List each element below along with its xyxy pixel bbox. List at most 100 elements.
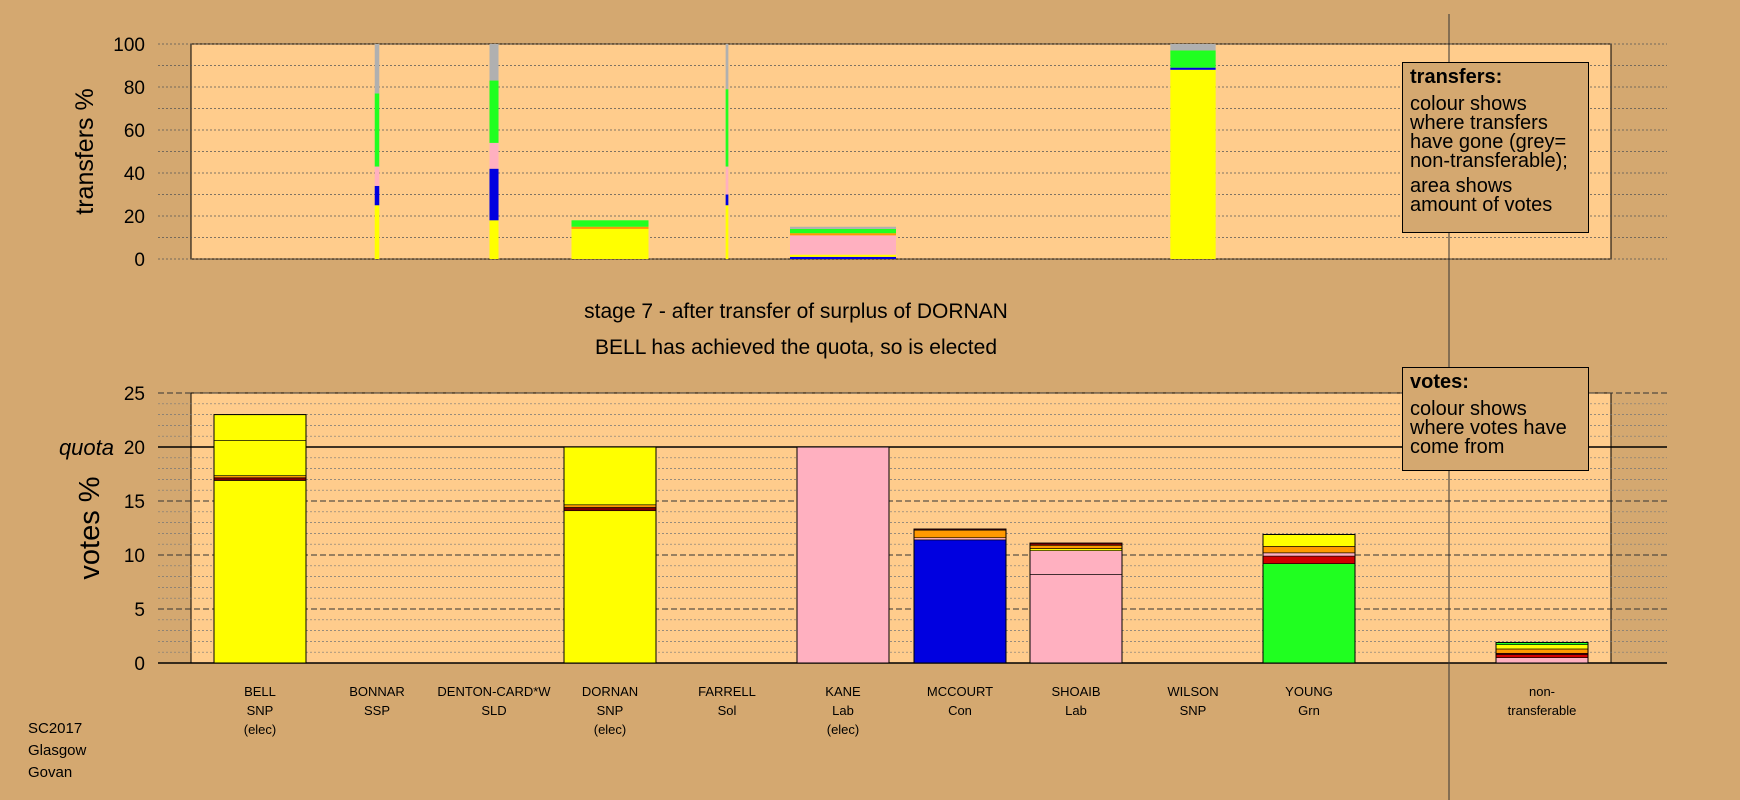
transfer-segment: [725, 205, 729, 259]
vote-segment: [213, 477, 307, 481]
candidate-name: YOUNG: [1285, 684, 1333, 699]
candidate-party: SSP: [364, 703, 390, 718]
votes-tick-label: 0: [134, 654, 145, 675]
vote-segment: [563, 446, 657, 506]
votes-panel: 0 5 10 15 20 25 quota BELL SNP (elec) BONNAR SSP DEN…: [59, 384, 1667, 737]
transfer-segment: [571, 226, 649, 229]
elected-caption: BELL has achieved the quota, so is elect…: [595, 336, 997, 359]
candidate-party: SNP: [1180, 703, 1207, 718]
candidate-name: BONNAR: [349, 684, 405, 699]
vote-segment: [796, 446, 890, 664]
votes-plot-area: [190, 392, 1612, 664]
transfer-segment: [1170, 67, 1216, 70]
stage-caption: stage 7 - after transfer of surplus of D…: [584, 300, 1008, 323]
vote-segment: [913, 529, 1007, 539]
candidate-name: WILSON: [1167, 684, 1218, 699]
transfers-tick-label: 60: [124, 121, 145, 142]
votes-legend-text: colour shows where votes have come from: [1410, 398, 1567, 458]
vote-segment: [1262, 563, 1356, 664]
candidate-party: Con: [948, 703, 972, 718]
ward-name: Govan: [28, 764, 73, 781]
transfer-segment: [1170, 44, 1216, 51]
transfer-segment: [725, 89, 729, 167]
candidate-party: SNP: [597, 703, 624, 718]
transfer-segment: [725, 194, 729, 206]
transfer-segment: [725, 44, 729, 90]
candidate-party: SNP: [247, 703, 274, 718]
candidate-party: Sol: [718, 703, 737, 718]
candidate-name: BELL: [244, 684, 276, 699]
transfers-axis-label: transfers %: [71, 88, 99, 214]
vote-segment: [1262, 552, 1356, 557]
transfer-segment: [725, 166, 729, 195]
vote-segment: [1029, 544, 1123, 549]
votes-tick-label: 15: [124, 492, 145, 513]
votes-tick-label: 20: [124, 438, 145, 459]
candidate-party: Lab: [832, 703, 854, 718]
vote-segment: [1495, 657, 1589, 664]
transfers-tick-label: 0: [134, 250, 145, 271]
transfers-tick-label: 40: [124, 164, 145, 185]
vote-segment: [213, 440, 307, 476]
transfer-segment: [571, 228, 649, 259]
transfer-segment: [790, 226, 896, 229]
transfers-tick-label: 20: [124, 207, 145, 228]
transfers-tick-label: 100: [113, 35, 145, 56]
transfer-segment: [489, 44, 499, 81]
vote-segment: [563, 507, 657, 512]
candidate-status: (elec): [594, 722, 627, 737]
transfer-segment: [374, 44, 380, 94]
transfers-legend-text-2: area shows amount of votes: [1410, 175, 1553, 216]
candidate-name: non-: [1529, 684, 1555, 699]
transfers-legend: transfers: colour shows where transfers …: [1402, 62, 1589, 233]
vote-segment: [563, 510, 657, 664]
transfers-legend-text-1: colour shows where transfers have gone (…: [1410, 93, 1568, 172]
transfers-legend-title: transfers:: [1410, 66, 1503, 88]
votes-axis-label: votes %: [74, 476, 106, 579]
candidate-party: SLD: [481, 703, 506, 718]
votes-legend: votes: colour shows where votes have com…: [1402, 367, 1589, 471]
transfer-segment: [489, 220, 499, 259]
votes-tick-label: 10: [124, 546, 145, 567]
vote-bar-outline: [913, 528, 1007, 664]
vote-segment: [213, 480, 307, 664]
transfer-segment: [489, 80, 499, 143]
transfer-segment: [790, 228, 896, 234]
vote-bar-outline: [1495, 641, 1589, 664]
vote-segment: [213, 414, 307, 441]
candidate-name: SHOAIB: [1051, 684, 1100, 699]
transfer-segment: [374, 166, 380, 186]
vote-segment: [1029, 550, 1123, 575]
election-id: SC2017: [28, 720, 83, 737]
transfer-segment: [374, 93, 380, 167]
candidate-status: (elec): [827, 722, 860, 737]
candidate-name: KANE: [825, 684, 861, 699]
transfer-segment: [489, 142, 499, 169]
vote-bar-outline: [563, 446, 657, 664]
vote-bar-outline: [796, 446, 890, 664]
vote-segment: [1029, 548, 1123, 551]
transfer-segment: [571, 220, 649, 227]
vote-segment: [1495, 654, 1589, 658]
candidate-party: Grn: [1298, 703, 1320, 718]
candidate-party: transferable: [1508, 703, 1577, 718]
candidate-name: MCCOURT: [927, 684, 993, 699]
vote-segment: [563, 504, 657, 508]
transfer-segment: [790, 256, 896, 259]
vote-segment: [1262, 546, 1356, 554]
transfer-segment: [790, 235, 896, 255]
votes-tick-label: 5: [134, 600, 145, 621]
votes-tick-label: 25: [124, 384, 145, 405]
vote-segment: [213, 475, 307, 479]
vote-segment: [913, 539, 1007, 664]
quota-label: quota: [59, 435, 114, 460]
votes-legend-title: votes:: [1410, 371, 1469, 393]
vote-bar-outline: [213, 414, 307, 664]
transfer-segment: [790, 254, 896, 257]
vote-segment: [913, 537, 1007, 541]
transfer-segment: [489, 168, 499, 221]
council-name: Glasgow: [28, 742, 87, 759]
transfer-segment: [374, 205, 380, 259]
election-info: SC2017 Glasgow Govan: [28, 718, 86, 784]
